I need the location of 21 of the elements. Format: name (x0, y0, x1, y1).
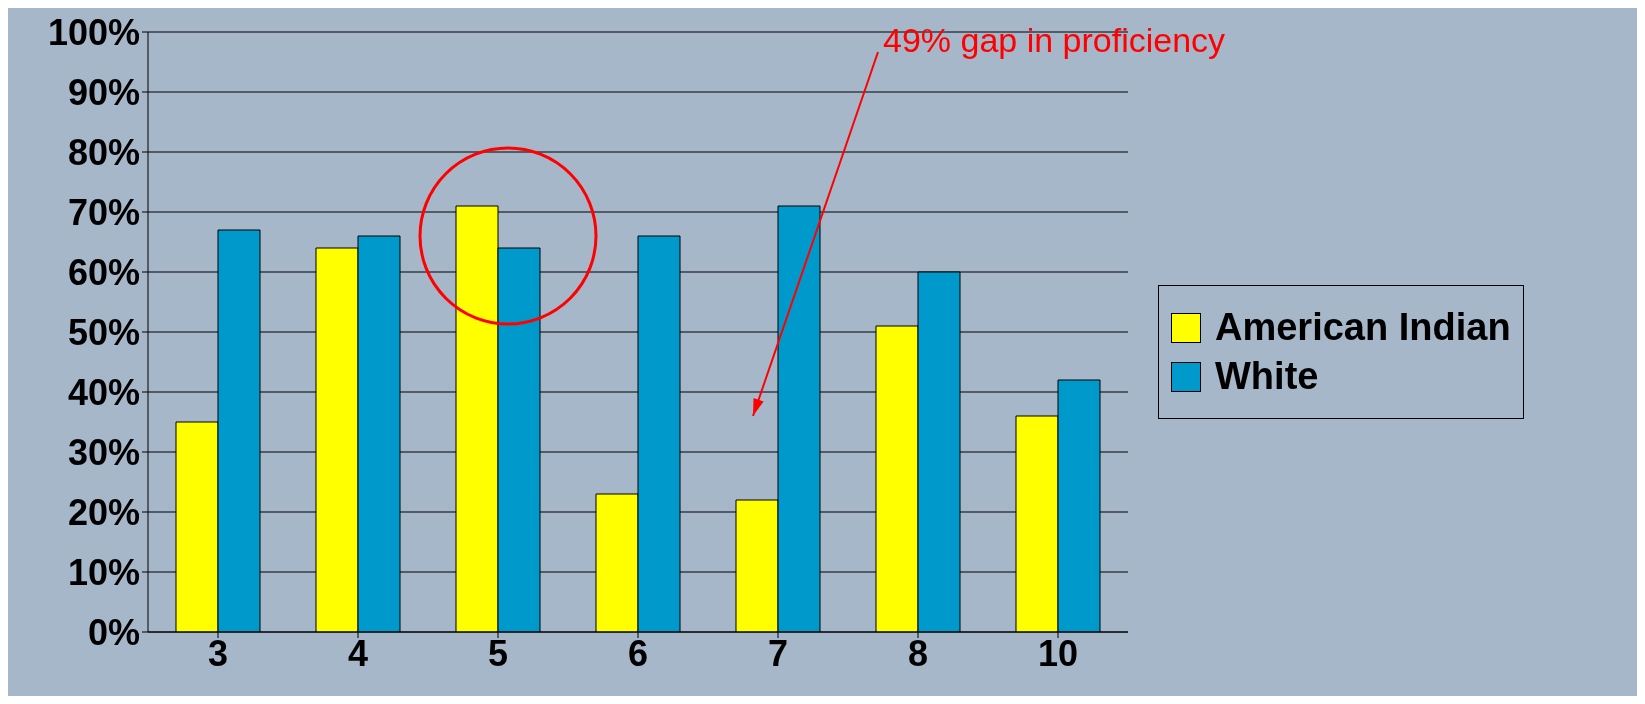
y-tick-label: 90% (67, 71, 140, 113)
y-tick-label: 60% (67, 251, 140, 293)
y-tick-label: 10% (67, 551, 140, 593)
x-tick-label: 7 (767, 632, 789, 674)
y-tick-label: 50% (67, 311, 140, 353)
x-tick-label: 4 (347, 632, 369, 674)
x-tick-label: 6 (627, 632, 649, 674)
x-tick-label: 8 (907, 632, 929, 674)
annotation: 49% gap in proficiency (883, 21, 1226, 59)
y-tick-label: 30% (67, 431, 140, 473)
x-tick-label: 5 (487, 632, 509, 674)
x-tick-label: 3 (207, 632, 229, 674)
y-tick-label: 100% (47, 11, 140, 53)
y-tick-label: 20% (67, 491, 140, 533)
y-tick-label: 70% (67, 191, 140, 233)
y-tick-label: 80% (67, 131, 140, 173)
y-tick-label: 0% (87, 611, 140, 653)
x-tick-label: 10 (1037, 632, 1079, 674)
legend-label: White (1215, 355, 1319, 398)
y-tick-label: 40% (67, 371, 140, 413)
legend-label: American Indian (1215, 306, 1511, 349)
